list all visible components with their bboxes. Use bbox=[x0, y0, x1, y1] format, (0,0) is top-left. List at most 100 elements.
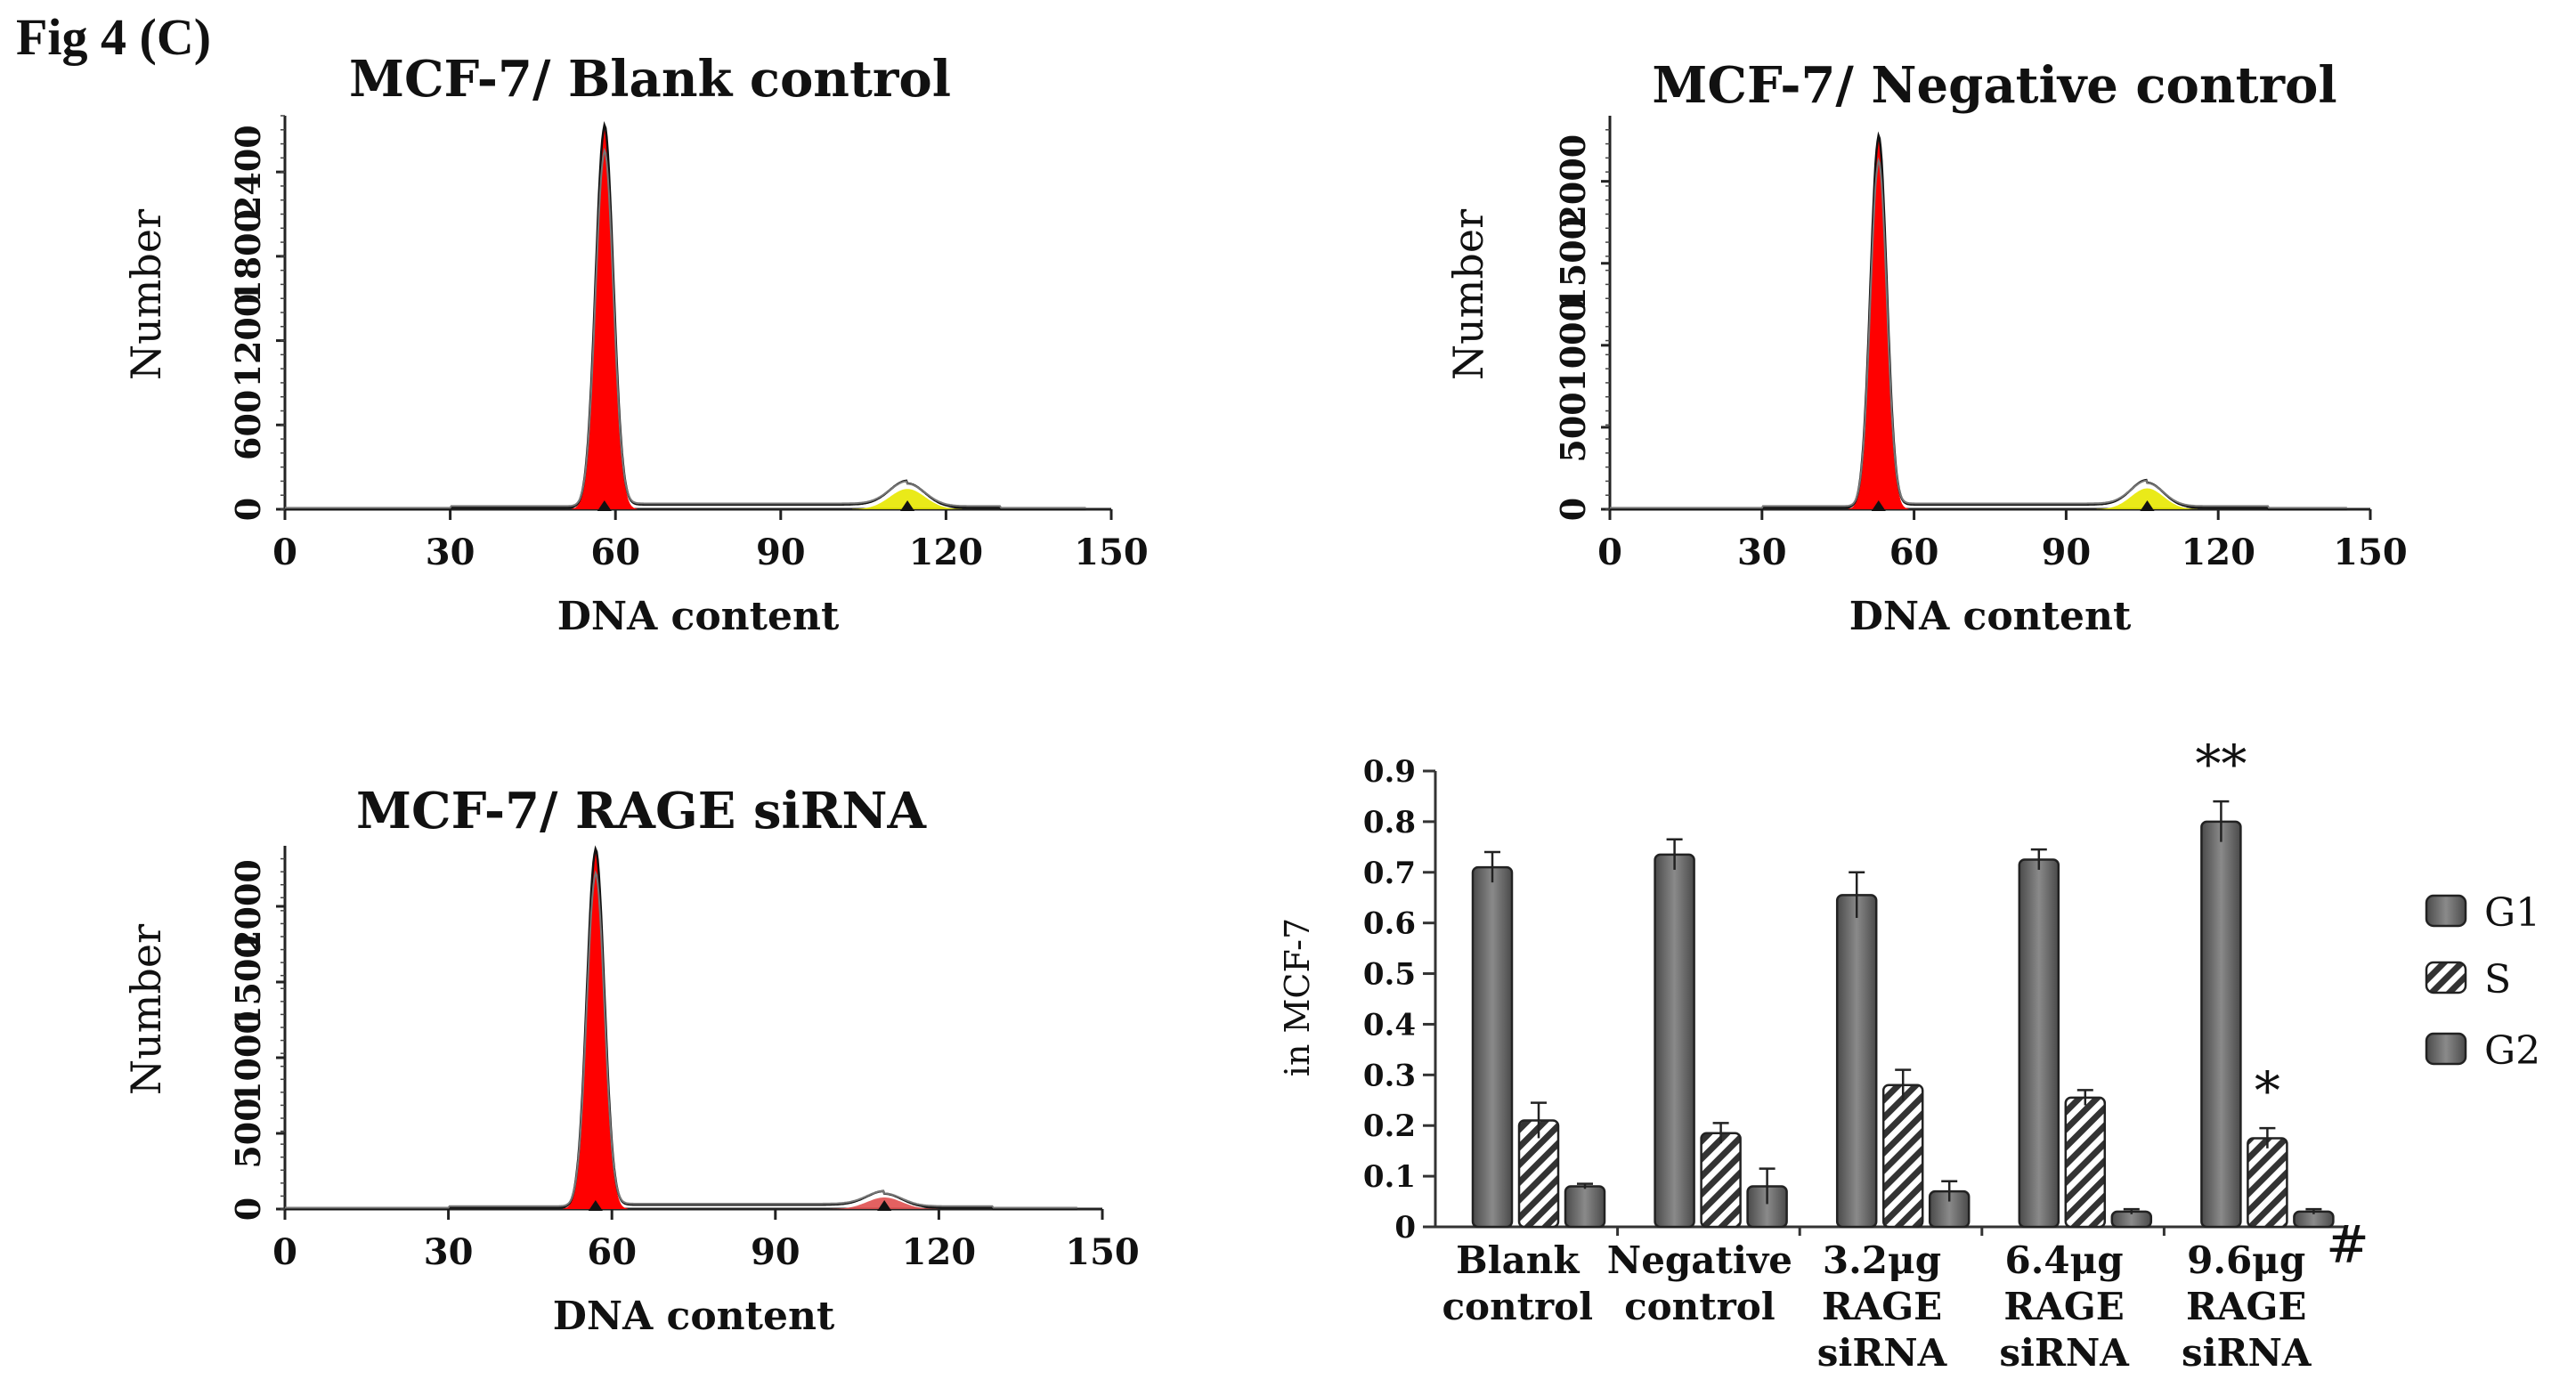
bar-g1-4 bbox=[2200, 820, 2242, 1229]
hist-0-x-label: DNA content bbox=[557, 594, 840, 639]
legend-label-s: S bbox=[2484, 957, 2511, 1002]
bar-category-label: siRNA bbox=[1999, 1331, 2130, 1375]
bar-s-2 bbox=[1881, 1084, 1924, 1229]
hist-2-y-label: Number bbox=[122, 924, 170, 1095]
hist-1-trace bbox=[1610, 131, 2347, 511]
bar-y-tick-label: 0.6 bbox=[1363, 906, 1416, 942]
hist-0-g2-peak bbox=[852, 489, 963, 509]
bar-category-label: RAGE bbox=[2186, 1285, 2306, 1328]
hist-1-peak-marker bbox=[1871, 500, 1886, 511]
hist-2-x-tick-label: 30 bbox=[424, 1231, 474, 1273]
bar-y-tick-label: 0.2 bbox=[1363, 1108, 1416, 1144]
hist-1-y-tick-label: 1500 bbox=[1553, 216, 1593, 311]
bar-g2-0 bbox=[1564, 1185, 1606, 1229]
bar-category-label: 9.6μg bbox=[2187, 1238, 2305, 1282]
legend-swatch-s bbox=[2425, 961, 2467, 994]
bar-category-label: siRNA bbox=[2182, 1331, 2312, 1375]
hist-1-g2-peak bbox=[2096, 488, 2198, 509]
bar-category-label: Blank bbox=[1456, 1238, 1580, 1282]
legend-label-g2: G2 bbox=[2484, 1028, 2540, 1074]
bar-y-tick-label: 0.3 bbox=[1363, 1058, 1416, 1093]
bar-category-label: 3.2μg bbox=[1823, 1238, 1941, 1282]
hist-0-y-tick-label: 1200 bbox=[228, 294, 268, 388]
hist-0-x-tick-label: 30 bbox=[426, 532, 475, 573]
hist-1-y-tick-label: 2000 bbox=[1553, 134, 1593, 229]
bar-s-3 bbox=[2064, 1096, 2107, 1229]
bar-category-label: Negative bbox=[1607, 1238, 1792, 1282]
hist-1-y-label: Number bbox=[1444, 209, 1492, 380]
hist-0-y-tick-label: 2400 bbox=[228, 125, 268, 219]
hist-0-y-tick-label: 600 bbox=[228, 390, 268, 460]
hist-0-g1-peak bbox=[571, 129, 638, 510]
bar-y-label: in MCF-7 bbox=[1278, 918, 1317, 1076]
bar-category-label: RAGE bbox=[2003, 1285, 2124, 1328]
hist-1-peak-marker bbox=[2140, 500, 2155, 511]
hist-2-g1-peak bbox=[563, 853, 629, 1209]
hist-2-peak-marker bbox=[588, 1200, 603, 1211]
bar-annotation: # bbox=[2326, 1214, 2369, 1275]
hist-1-title: MCF-7/ Negative control bbox=[1652, 56, 2336, 115]
hist-1-x-tick-label: 0 bbox=[1597, 532, 1622, 573]
bar-category-label: RAGE bbox=[1822, 1285, 1942, 1328]
legend-label-g1: G1 bbox=[2484, 890, 2540, 936]
bar-g1-2 bbox=[1835, 894, 1878, 1229]
hist-1-trace bbox=[1610, 157, 2347, 509]
hist-0-x-tick-label: 90 bbox=[756, 532, 806, 573]
hist-0-trace bbox=[285, 147, 1086, 509]
hist-2-x-tick-label: 120 bbox=[902, 1231, 977, 1273]
hist-0-x-tick-label: 0 bbox=[272, 532, 297, 573]
hist-1-x-tick-label: 120 bbox=[2181, 532, 2255, 573]
hist-2-trace bbox=[285, 845, 1077, 1211]
hist-1-g1-peak bbox=[1848, 140, 1909, 509]
hist-1-x-label: DNA content bbox=[1849, 594, 2132, 639]
bar-y-tick-label: 0.5 bbox=[1363, 957, 1416, 993]
bar-annotation: ** bbox=[2195, 734, 2247, 794]
bar-annotation: * bbox=[2255, 1060, 2280, 1121]
hist-0-title: MCF-7/ Blank control bbox=[349, 50, 951, 109]
hist-2-y-tick-label: 2000 bbox=[228, 859, 268, 954]
hist-1-y-tick-label: 0 bbox=[1553, 498, 1593, 521]
bar-category-label: control bbox=[1442, 1285, 1593, 1328]
hist-0-y-tick-label: 0 bbox=[228, 498, 268, 521]
hist-0-y-tick-label: 1800 bbox=[228, 209, 268, 304]
bar-g1-1 bbox=[1654, 853, 1695, 1229]
bar-s-1 bbox=[1700, 1132, 1742, 1229]
hist-0-x-tick-label: 60 bbox=[590, 532, 640, 573]
hist-2-y-tick-label: 500 bbox=[228, 1098, 268, 1168]
hist-2-trace bbox=[285, 870, 1077, 1209]
bar-s-4 bbox=[2247, 1137, 2288, 1229]
hist-2-x-tick-label: 150 bbox=[1065, 1231, 1140, 1273]
bar-y-tick-label: 0.4 bbox=[1363, 1007, 1416, 1043]
legend-swatch-g2 bbox=[2425, 1032, 2467, 1066]
hist-2-x-tick-label: 90 bbox=[751, 1231, 800, 1273]
bar-y-tick-label: 0.8 bbox=[1363, 805, 1416, 840]
hist-0-peak-marker bbox=[900, 500, 915, 511]
bar-y-tick-label: 0 bbox=[1394, 1210, 1416, 1246]
bar-category-label: 6.4μg bbox=[2005, 1238, 2124, 1282]
hist-2-y-tick-label: 0 bbox=[228, 1197, 268, 1221]
bar-g1-0 bbox=[1471, 865, 1514, 1229]
hist-0-x-tick-label: 120 bbox=[909, 532, 984, 573]
hist-1-y-tick-label: 1000 bbox=[1553, 298, 1593, 393]
hist-0-x-tick-label: 150 bbox=[1074, 532, 1149, 573]
hist-2-y-tick-label: 1500 bbox=[228, 935, 268, 1029]
hist-1-x-tick-label: 60 bbox=[1889, 532, 1939, 573]
bar-category-label: control bbox=[1624, 1285, 1776, 1328]
hist-2-title: MCF-7/ RAGE siRNA bbox=[356, 782, 927, 840]
bar-g1-3 bbox=[2018, 858, 2060, 1229]
bar-category-label: siRNA bbox=[1817, 1331, 1948, 1375]
hist-1-x-tick-label: 90 bbox=[2042, 532, 2092, 573]
bar-y-tick-label: 0.9 bbox=[1363, 754, 1416, 790]
hist-0-y-label: Number bbox=[122, 209, 170, 380]
hist-2-peak-marker bbox=[877, 1200, 892, 1211]
figure-label: Fig 4 (C) bbox=[16, 8, 212, 66]
bar-y-tick-label: 0.1 bbox=[1363, 1159, 1416, 1195]
bar-y-tick-label: 0.7 bbox=[1363, 856, 1416, 891]
hist-1-x-tick-label: 150 bbox=[2333, 532, 2408, 573]
hist-0-peak-marker bbox=[597, 500, 612, 511]
legend-swatch-g1 bbox=[2425, 894, 2467, 928]
hist-2-x-tick-label: 0 bbox=[272, 1231, 297, 1273]
hist-2-x-tick-label: 60 bbox=[587, 1231, 637, 1273]
hist-1-y-tick-label: 500 bbox=[1553, 392, 1593, 462]
